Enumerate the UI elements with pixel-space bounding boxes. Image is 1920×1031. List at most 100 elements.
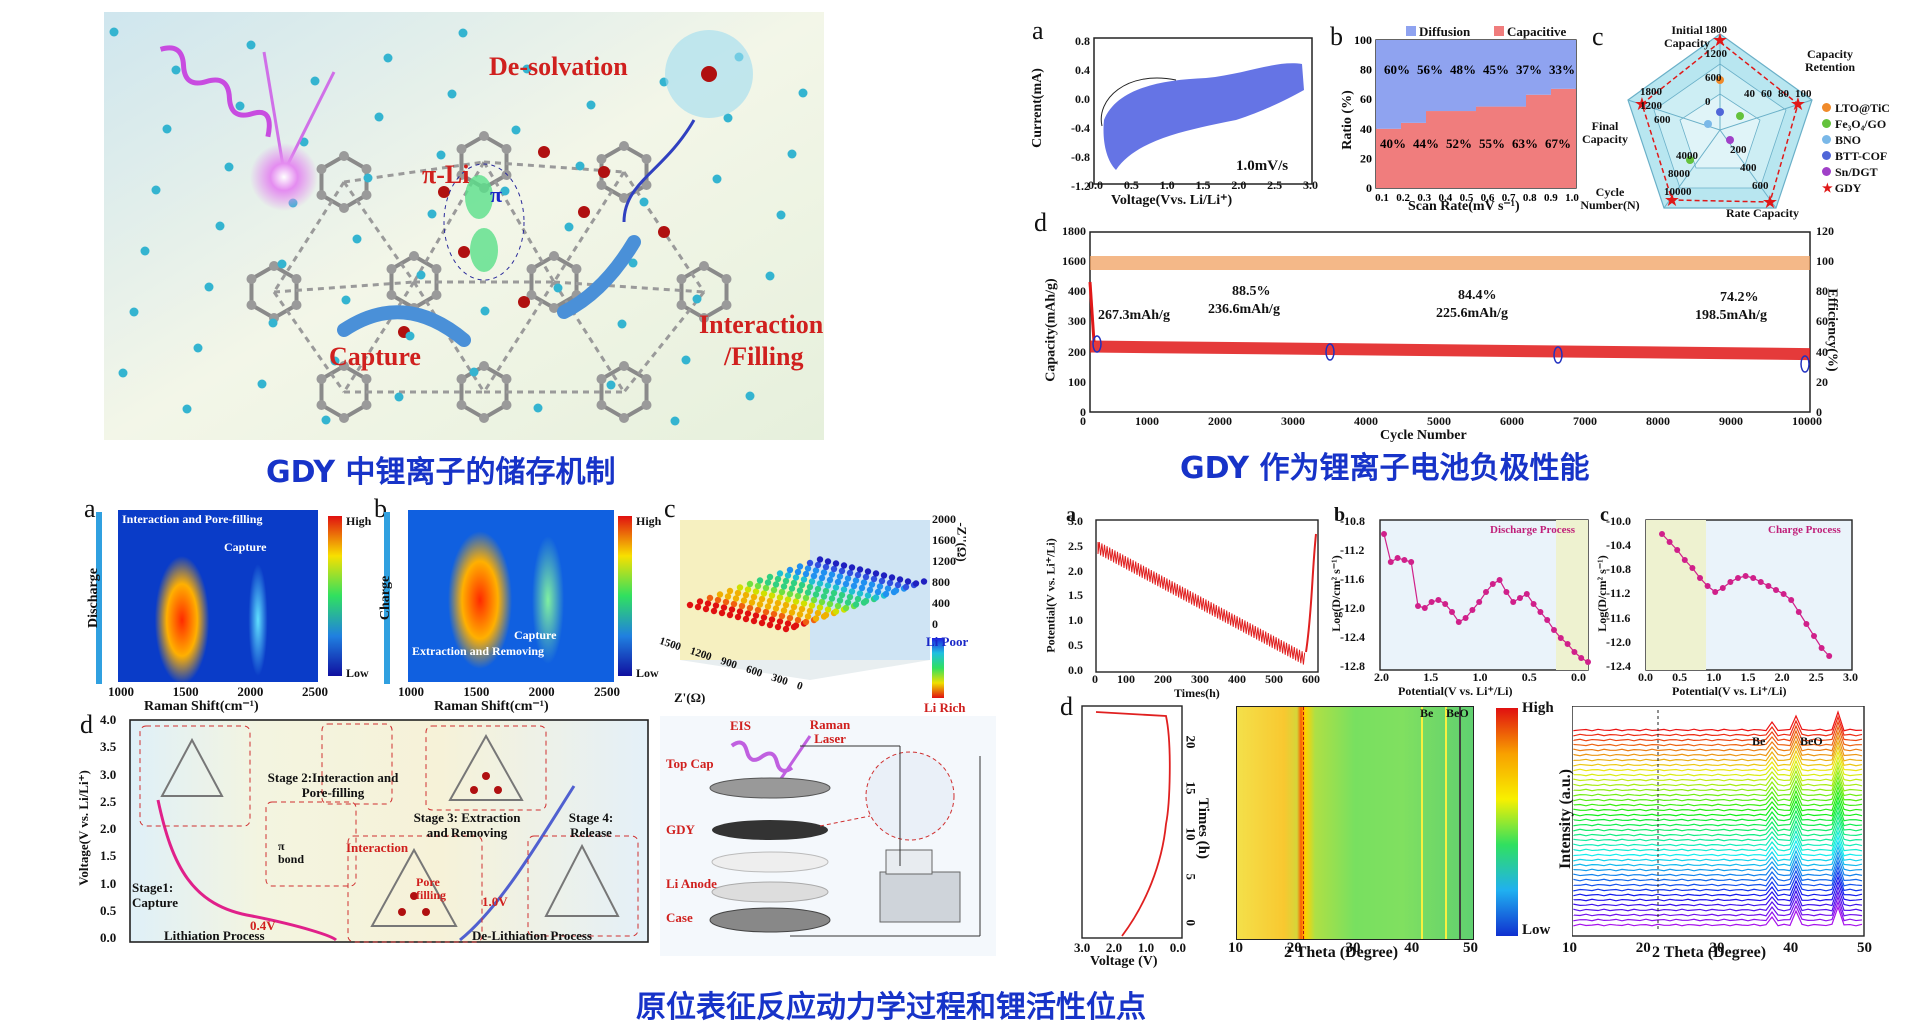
stages-yticks: 4.0 3.5 3.0 2.5 2.0 1.5 1.0 0.5 0.0 [100,712,117,945]
carbon-atom [676,300,687,310]
eis-data-point [870,575,878,583]
efficiency-band [1090,256,1810,270]
eis-data-point [796,611,804,618]
eis-data-point [852,601,860,608]
carbon-atom [619,193,629,203]
carbon-atom [456,144,467,154]
carbon-atom [339,361,349,371]
v04-label: 0.4V [250,918,276,933]
instrument-icon [879,871,961,923]
radar-gdy-series [1641,41,1799,203]
eis-legend-colorbar [932,638,944,698]
delithiation-curve [459,785,576,942]
diffusion-data-label: 56% [1417,62,1443,77]
capacitive-bar [1451,111,1476,188]
carbon-atom [641,180,652,190]
hydrogen-atom [277,259,287,269]
hydrogen-atom [129,307,139,317]
xrd-pattern-line [1573,795,1863,817]
hydrogen-atom [416,270,426,280]
carbon-atom [641,374,652,384]
cycling-annotation-4-cap: 198.5mAh/g [1695,308,1767,323]
xrd-pattern-line [1573,730,1863,752]
raman-cbar-low-a: Low [346,666,369,680]
hydrogen-atom [639,197,649,207]
stage4-label: Stage 4: Release [568,810,614,840]
cv-xtick: 2.0 [1231,178,1247,192]
xrd-pattern-line [1573,885,1863,907]
eis-data-point [788,609,796,616]
eis-data-point [802,570,810,578]
hydrogen-atom [118,368,128,378]
diffusion-c-title: Charge Process [1768,524,1841,536]
eis-data-point [810,572,818,580]
ratio-legend-capacitive: Capacitive [1494,24,1566,40]
diffusion-b-xticks: 2.0 1.5 1.0 0.5 0.0 [1374,670,1586,684]
eis-data-point [892,587,900,594]
eis-data-point [696,598,704,605]
xrd-beo-label: BeO [1446,706,1469,720]
eis-data-point [894,581,902,589]
carbon-atom [596,154,607,164]
hydrogen-atom [140,246,150,256]
eis-data-point [860,579,868,586]
eis-data-point [704,600,712,607]
stages-ylabel: Voltage(V vs. Li/Li⁺) [75,770,91,886]
diffusion-bar [1476,40,1501,107]
raman-colorbar-b [618,516,632,676]
cycling-yticks-right: 120 100 80 60 40 20 0 [1816,224,1834,419]
hydrogen-atom [787,149,797,159]
carbon-atom [479,413,489,423]
eis-data-point [734,589,742,597]
hydrogen-atom [383,53,393,63]
eis-data-point [746,580,754,588]
raman-heatmap-b [408,510,614,682]
lithium-ion [578,206,590,218]
xrd-pattern-line [1573,715,1863,737]
ratio-xtick: 0.3 [1417,192,1431,204]
carbon-atom [596,374,607,384]
hydrogen-atom [606,380,616,390]
eis-data-point [822,587,830,595]
capacitive-data-label: 40% [1380,136,1406,151]
xrd-pattern-line [1573,735,1863,757]
xrd-pattern-line [1573,845,1863,867]
case-label: Case [666,910,693,925]
carbon-atom [291,300,302,310]
lithium-ion [658,226,670,238]
diffusion-bar [1376,40,1401,129]
eis-data-point [720,604,728,611]
eis-data-point [814,585,822,593]
eis-data-point [768,592,776,599]
diffusion-discharge-plot: Discharge Process Log(D/cm² s⁻¹) -10.8 -1… [1329,512,1598,702]
xrd-pattern-line [1573,770,1863,792]
ratio-xtick: 0.6 [1481,192,1495,204]
eis-data-point [842,604,850,612]
lithium-ion [598,166,610,178]
eis-data-point [754,606,762,614]
eis-data-point [712,602,720,609]
hydrogen-atom [480,306,490,316]
cycling-annotation-3-cap: 225.6mAh/g [1436,306,1508,321]
radar-ticks-cr: 40 60 80 100 [1744,88,1812,100]
hydrogen-atom [553,283,563,293]
radar-ticks-ic: 1800 1200 600 0 [1705,24,1727,108]
eis-legend-poor: Li Poor [926,634,969,649]
xrd-be-label: Be [1420,706,1434,720]
caption-insitu: 原位表征反应动力学过程和锂活性位点 [636,990,1146,1025]
eis-data-point [766,621,774,629]
eis-data-point [782,625,790,633]
eis-data-point [854,571,862,579]
xrd-pattern-line [1573,725,1863,747]
eis-data-point [762,584,770,592]
eis-data-point [724,593,732,600]
hydrogen-atom [427,209,437,219]
eis-data-point [796,563,804,570]
eis-data-point [824,582,832,589]
raman-xticks-a: 1000 1500 2000 2500 [108,684,328,699]
eis-data-point [714,596,722,604]
eis-data-point [784,596,792,603]
raman-a-label-2: Capture [224,540,267,554]
raman-cbar-high-b: High [636,514,662,528]
panel-letter-a-raman: a [84,494,96,523]
